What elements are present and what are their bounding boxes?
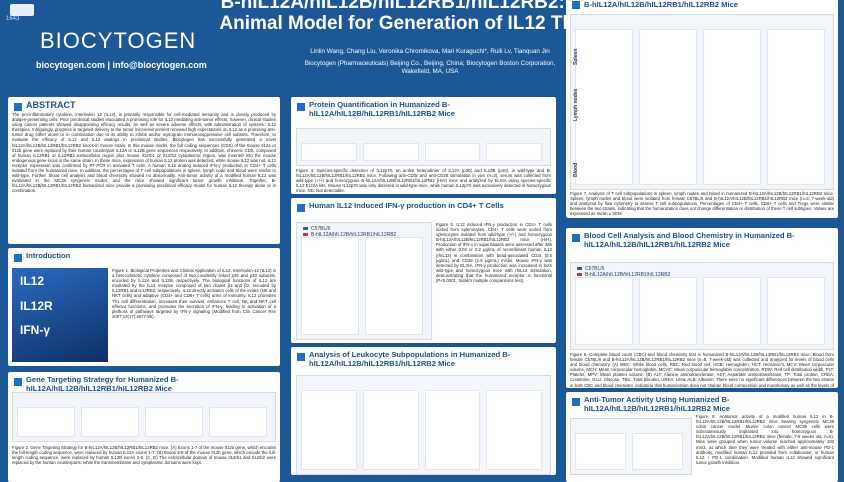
figure-panel bbox=[575, 277, 633, 345]
legend-swatch bbox=[303, 233, 308, 236]
figure-panel bbox=[17, 407, 75, 437]
figure-panel bbox=[639, 277, 697, 345]
figure-panel bbox=[486, 390, 542, 470]
figure bbox=[296, 128, 551, 166]
figure-panel bbox=[639, 29, 697, 185]
figure-label: Spleen bbox=[573, 48, 579, 65]
figure-panel bbox=[575, 433, 626, 470]
section-icon bbox=[572, 398, 580, 406]
figure-panel bbox=[209, 407, 267, 437]
legend-swatch bbox=[577, 273, 582, 276]
figure-panel bbox=[362, 143, 419, 161]
figure-label: C57BL/6 bbox=[303, 226, 330, 232]
section-icon bbox=[572, 1, 580, 9]
figure-panel bbox=[424, 390, 481, 470]
figure-label: B-hIL12A/hIL12B/hIL12RB1/hIL12RB2 bbox=[303, 232, 396, 238]
figure-label: IL12R bbox=[20, 298, 53, 313]
section-title: Analysis of Leukocyte Subpopulations in … bbox=[309, 350, 511, 368]
section-text: Figure 1. Biological Properties and Clin… bbox=[112, 268, 276, 319]
section-title: Protein Quantification in Humanized B-hI… bbox=[309, 100, 456, 118]
section-icon bbox=[572, 234, 580, 242]
section-icon bbox=[297, 204, 305, 212]
figure-panel bbox=[424, 143, 481, 161]
section-title: ABSTRACT bbox=[26, 100, 76, 110]
section-text: Figure 5. IL12 induced IFN-γ production … bbox=[436, 222, 552, 284]
figure-panel bbox=[362, 390, 419, 470]
logo-mark bbox=[10, 4, 34, 16]
figure-label: Lymph nodes bbox=[573, 88, 579, 121]
section-panel: ABSTRACT bbox=[8, 97, 280, 244]
authors: Linlin Wang, Chang Liu, Veronika Chromik… bbox=[310, 48, 550, 55]
section-icon bbox=[297, 353, 305, 361]
legend-swatch bbox=[303, 227, 308, 230]
section-text: Figure 9. Complete blood count (CBC) and… bbox=[570, 352, 834, 387]
figure-panel bbox=[301, 237, 359, 335]
legend-swatch bbox=[577, 267, 582, 270]
section-title: Human IL12 Induced IFN-γ production in C… bbox=[309, 201, 504, 210]
figure: IL12 IL12R IFN-γ bbox=[12, 268, 108, 362]
section-icon bbox=[297, 103, 305, 111]
section-text: The pro-inflammatory cytokine, interleuk… bbox=[12, 112, 276, 194]
figure bbox=[12, 392, 276, 442]
figure-panel bbox=[301, 143, 357, 161]
figure-panel bbox=[301, 390, 357, 470]
section-title: Blood Cell Analysis and Blood Chemistry … bbox=[584, 231, 795, 249]
figure-panel bbox=[575, 29, 633, 185]
figure: Spleen Lymph nodes Blood bbox=[570, 14, 834, 190]
figure-label: Blood bbox=[573, 162, 579, 177]
section-text: Figure 2. Gene Targeting Strategy for B-… bbox=[12, 445, 276, 466]
affiliation: Biocytogen (Pharmaceuticals) Beijing Co.… bbox=[304, 60, 556, 75]
poster-title: B-hIL12A/hIL12B/hIL12RB1/hIL12RB2: A Nov… bbox=[219, 0, 641, 34]
figure-panel bbox=[703, 277, 761, 345]
figure-label: C57BL/6 bbox=[577, 266, 604, 272]
section-text: Figure 7. Analysis of T cell subpopulati… bbox=[570, 191, 834, 217]
section-text: Figure 4. Species-specific detection of … bbox=[296, 168, 551, 194]
section-title: Gene Targeting Strategy for Humanized B-… bbox=[26, 375, 179, 393]
contact: biocytogen.com | info@biocytogen.com bbox=[36, 60, 207, 70]
figure: C57BL/6 B-hIL12A/hIL12B/hIL12RB1/hIL12RB2 bbox=[570, 262, 834, 350]
section-icon bbox=[14, 254, 22, 262]
figure-panel bbox=[703, 29, 761, 185]
section-icon bbox=[14, 103, 22, 111]
section-icon bbox=[14, 378, 22, 386]
figure-panel bbox=[632, 433, 683, 470]
figure-panel bbox=[81, 407, 139, 437]
figure-panel bbox=[145, 407, 203, 437]
figure bbox=[296, 375, 551, 475]
figure-panel bbox=[767, 277, 825, 345]
poster-id: 1643 bbox=[6, 16, 20, 22]
figure-label: B-hIL12A/hIL12B/hIL12RB1/hIL12RB2 bbox=[577, 272, 670, 278]
figure-panel bbox=[486, 143, 542, 161]
figure-label: IL12 bbox=[20, 274, 45, 288]
logo: BIOCYTOGEN bbox=[40, 28, 197, 53]
figure-label: IFN-γ bbox=[20, 323, 50, 338]
figure-panel bbox=[365, 237, 423, 335]
figure: C57BL/6 B-hIL12A/hIL12B/hIL12RB1/hIL12RB2 bbox=[296, 222, 432, 340]
figure-panel bbox=[767, 29, 825, 185]
section-title: Anti-Tumor Activity Using Humanized B-hI… bbox=[584, 395, 731, 413]
section-title: Introduction bbox=[26, 251, 71, 260]
section-text: Figure 8. Antitumor activity of a modifi… bbox=[696, 414, 834, 465]
figure bbox=[570, 418, 692, 475]
section-title: B-hIL12A/hIL12B/hIL12RB1/hIL12RB2 Mice bbox=[584, 0, 739, 9]
